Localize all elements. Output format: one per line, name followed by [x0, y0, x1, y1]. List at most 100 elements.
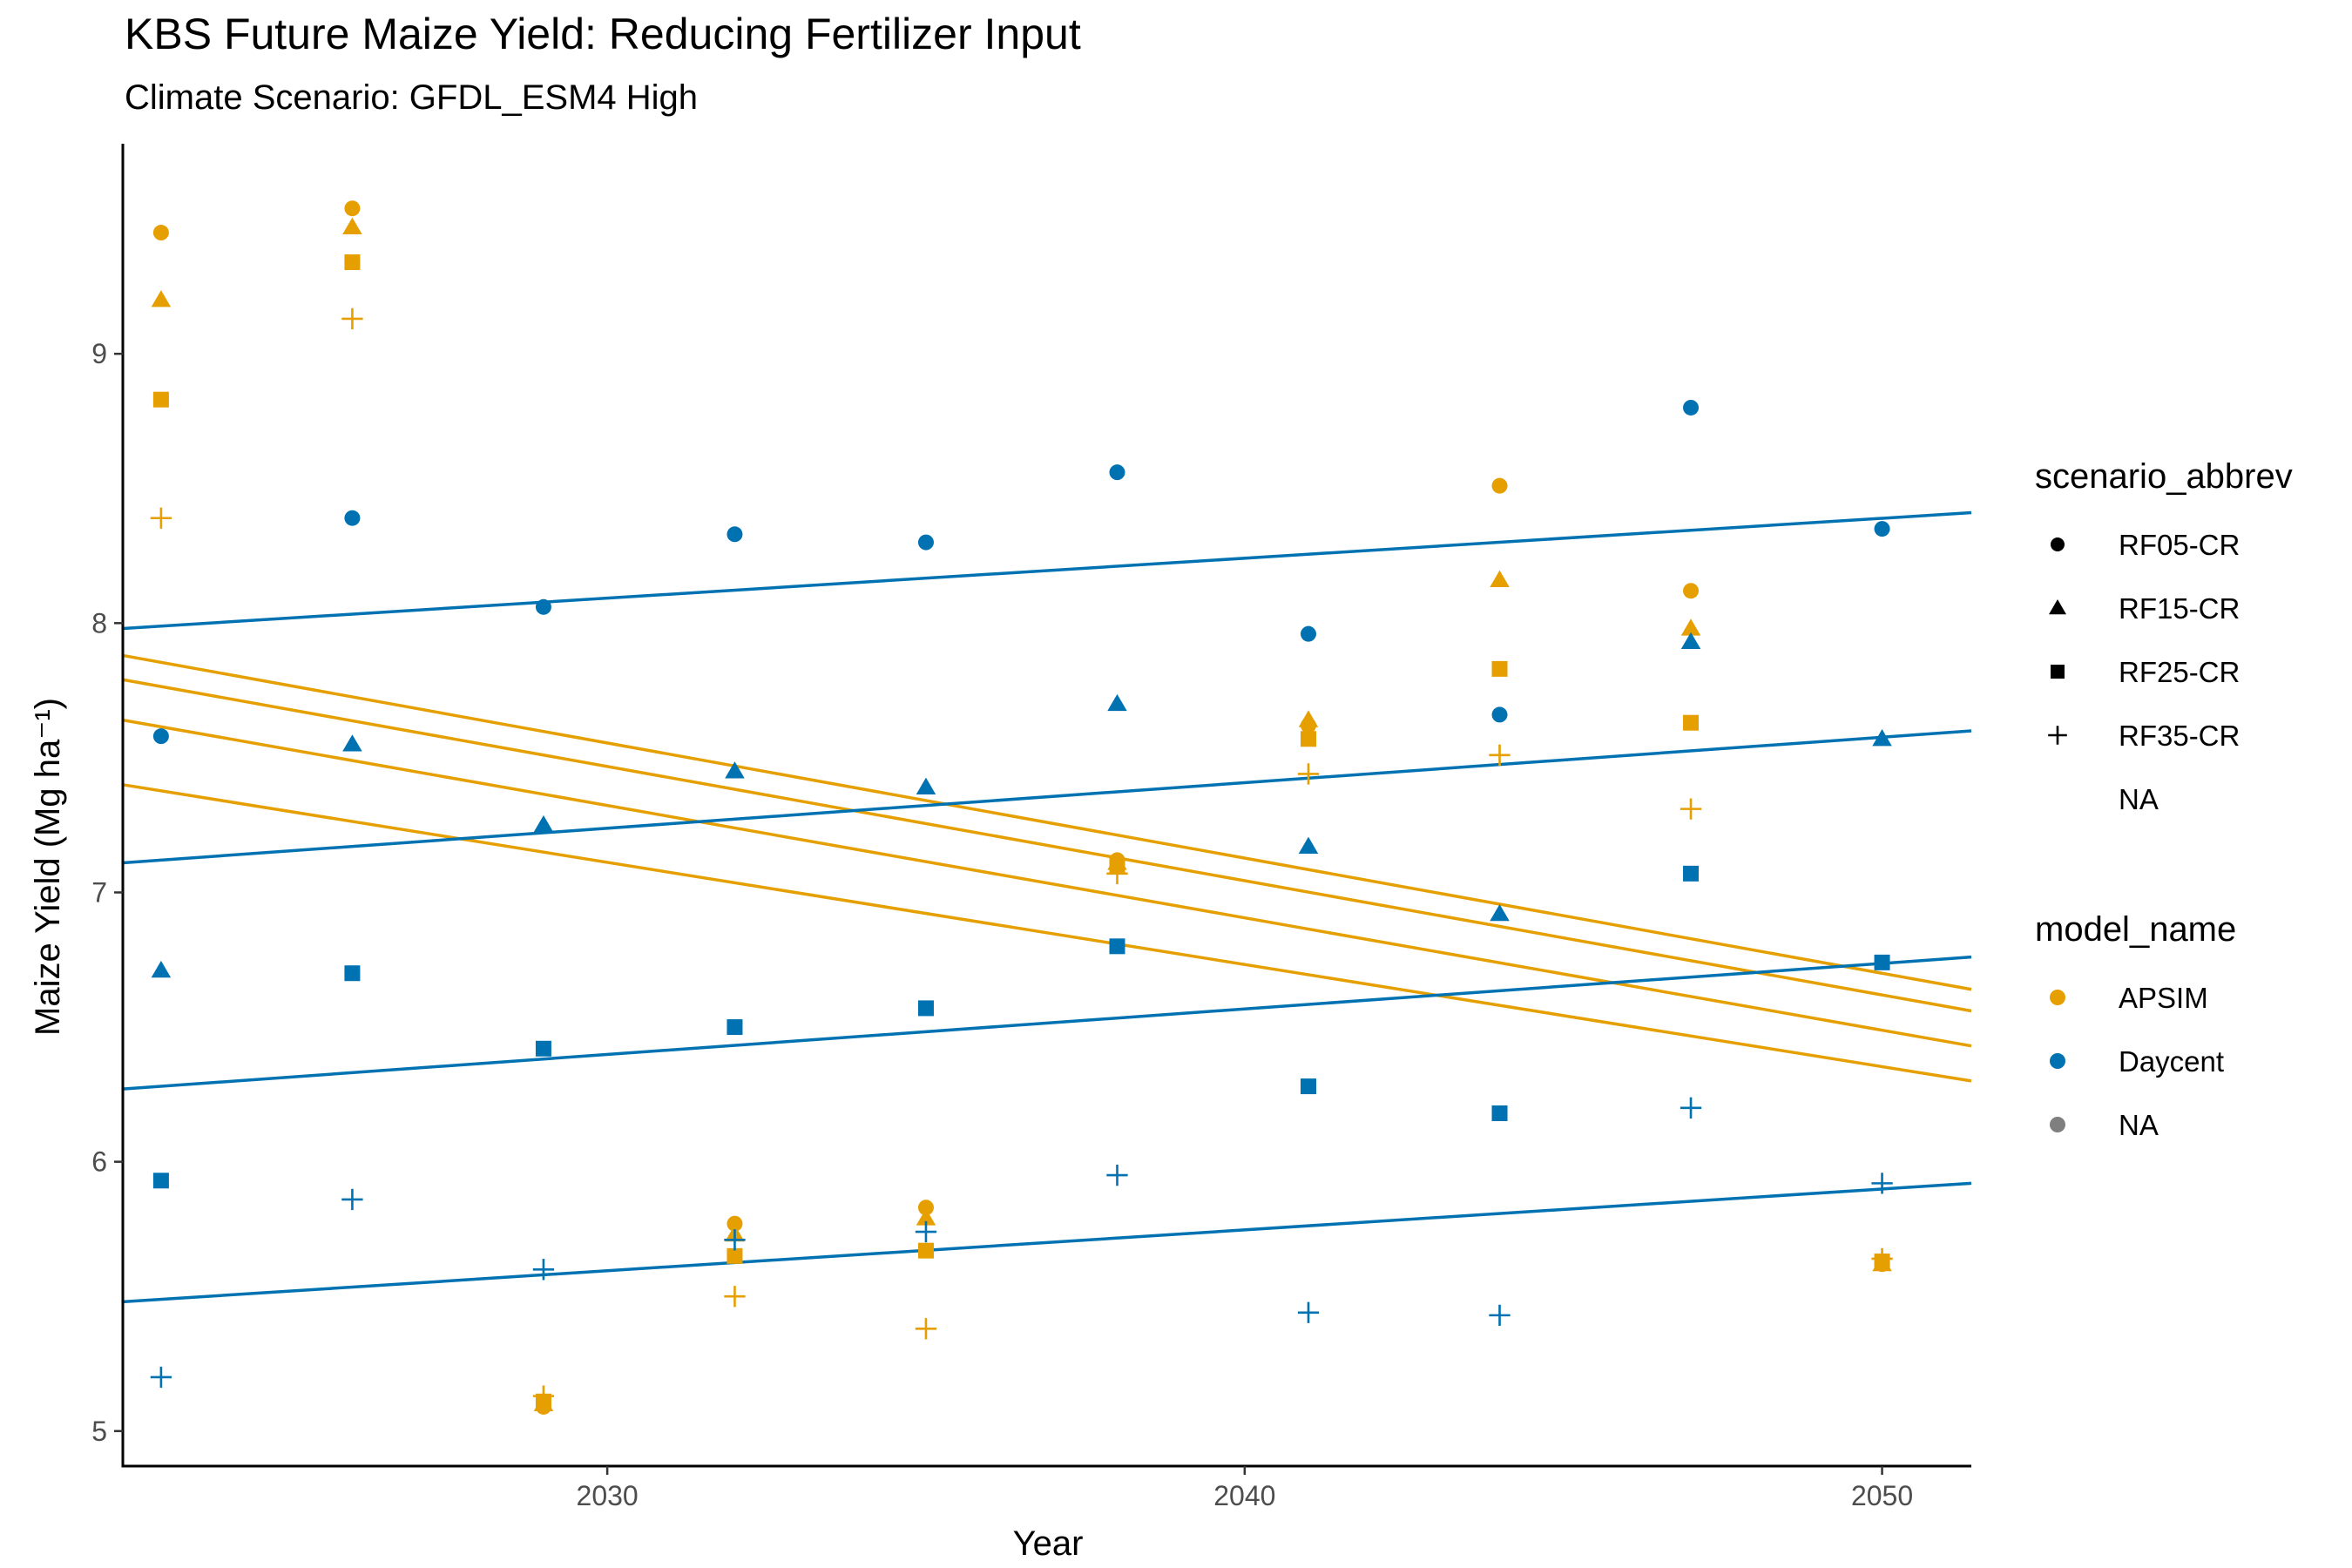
chart-title: KBS Future Maize Yield: Reducing Fertili… [125, 10, 1081, 58]
data-point-apsim-rf35-cr [1297, 763, 1320, 785]
chart-subtitle: Climate Scenario: GFDL_ESM4 High [125, 78, 699, 117]
data-point-daycent-rf05-cr [1491, 706, 1508, 723]
trend-line-apsim-rf15-cr [122, 678, 1972, 1013]
legend-title-model: model_name [2035, 910, 2236, 949]
y-tick-label: 8 [91, 607, 107, 639]
data-point-apsim-rf25-cr [727, 1247, 743, 1264]
y-tick-label: 7 [91, 876, 107, 908]
legend-key-rf35-cr [2048, 726, 2067, 745]
legend-key-apsim [2050, 990, 2065, 1005]
data-point-apsim-rf15-cr [1490, 570, 1510, 587]
data-point-apsim-rf35-cr [532, 1385, 555, 1407]
data-point-daycent-rf15-cr [1872, 729, 1892, 747]
x-tick-label: 2030 [577, 1480, 639, 1511]
legend-key-rf25-cr [2051, 665, 2065, 679]
data-point-daycent-rf25-cr [535, 1040, 551, 1057]
data-point-daycent-rf25-cr [727, 1019, 743, 1036]
legend-key-na [2050, 1117, 2065, 1132]
legend-label-na: NA [2119, 783, 2159, 815]
data-point-daycent-rf15-cr [151, 960, 172, 978]
data-point-daycent-rf35-cr [1680, 1097, 1702, 1119]
legend-label-apsim: APSIM [2119, 982, 2208, 1014]
y-tick-label: 9 [91, 338, 107, 369]
data-point-daycent-rf05-cr [152, 728, 169, 745]
y-axis-ticks: 5 6 7 8 9 [91, 338, 123, 1447]
trend-line-daycent-rf35-cr [122, 1181, 1972, 1304]
data-point-daycent-rf25-cr [1491, 1105, 1508, 1121]
trend-lines [122, 510, 1972, 1304]
data-point-apsim-rf05-cr [1683, 583, 1700, 599]
legend-title-scenario: scenario_abbrev [2035, 457, 2293, 496]
data-point-daycent-rf05-cr [1109, 464, 1125, 481]
data-point-apsim-rf15-cr [916, 1208, 936, 1226]
data-point-daycent-rf25-cr [152, 1173, 169, 1189]
data-point-apsim-rf15-cr [1298, 710, 1319, 727]
data-point-daycent-rf25-cr [1683, 865, 1700, 882]
legend-label-rf05-cr: RF05-CR [2119, 529, 2240, 561]
y-tick-label: 6 [91, 1146, 107, 1178]
data-point-daycent-rf05-cr [1301, 625, 1317, 642]
data-point-apsim-rf25-cr [152, 391, 169, 408]
data-point-apsim-rf25-cr [344, 254, 361, 271]
data-point-daycent-rf05-cr [727, 526, 743, 543]
data-point-apsim-rf15-cr [342, 217, 362, 234]
data-point-daycent-rf15-cr [1490, 903, 1510, 922]
x-tick-label: 2050 [1851, 1480, 1913, 1511]
trend-line-daycent-rf05-cr [122, 510, 1972, 631]
data-point-daycent-rf15-cr [916, 777, 936, 795]
data-point-daycent-rf35-cr [1871, 1173, 1893, 1194]
data-point-daycent-rf05-cr [917, 534, 934, 551]
data-point-daycent-rf05-cr [1874, 521, 1890, 537]
data-point-daycent-rf35-cr [724, 1229, 746, 1251]
legend: scenario_abbrev model_name RF05-CR RF15-C… [2035, 457, 2293, 1141]
data-point-apsim-rf05-cr [1491, 477, 1508, 494]
data-point-daycent-rf35-cr [532, 1259, 555, 1281]
x-axis-ticks: 2030 2040 2050 [577, 1466, 1913, 1511]
data-point-daycent-rf35-cr [1489, 1304, 1511, 1327]
data-point-apsim-rf35-cr [1680, 798, 1702, 820]
legend-label-rf25-cr: RF25-CR [2119, 656, 2240, 688]
data-point-daycent-rf15-cr [725, 761, 745, 779]
data-point-apsim-rf35-cr [1871, 1247, 1893, 1270]
data-point-apsim-rf05-cr [917, 1200, 934, 1216]
data-point-apsim-rf35-cr [724, 1286, 746, 1308]
legend-label-rf15-cr: RF15-CR [2119, 592, 2240, 625]
data-point-apsim-rf25-cr [1301, 731, 1317, 747]
data-point-apsim-rf25-cr [1491, 660, 1508, 677]
trend-line-apsim-rf35-cr [122, 783, 1972, 1083]
legend-key-daycent [2050, 1053, 2065, 1069]
data-point-apsim-rf15-cr [1680, 618, 1701, 636]
data-point-daycent-rf25-cr [1301, 1078, 1317, 1095]
data-point-daycent-rf15-cr [1680, 632, 1701, 650]
data-point-apsim-rf05-cr [152, 225, 169, 241]
data-point-daycent-rf35-cr [150, 1366, 172, 1389]
x-axis-title: Year [1013, 1524, 1084, 1563]
data-point-apsim-rf35-cr [1106, 862, 1128, 884]
data-point-daycent-rf05-cr [535, 598, 551, 615]
data-point-daycent-rf35-cr [1297, 1301, 1320, 1323]
data-point-apsim-rf25-cr [1683, 714, 1700, 731]
data-point-daycent-rf05-cr [1683, 399, 1700, 416]
trend-line-daycent-rf25-cr [122, 955, 1972, 1091]
data-points [150, 200, 1893, 1415]
data-point-daycent-rf05-cr [344, 510, 361, 526]
legend-label-rf35-cr: RF35-CR [2119, 720, 2240, 752]
data-point-apsim-rf05-cr [344, 200, 361, 217]
data-point-apsim-rf35-cr [341, 308, 363, 330]
data-point-daycent-rf35-cr [915, 1220, 937, 1243]
data-point-daycent-rf25-cr [1874, 954, 1890, 970]
data-point-daycent-rf15-cr [1298, 836, 1319, 855]
legend-key-rf05-cr [2051, 537, 2065, 551]
data-point-apsim-rf25-cr [917, 1242, 934, 1259]
data-point-apsim-rf05-cr [727, 1215, 743, 1232]
data-point-apsim-rf35-cr [1489, 744, 1511, 766]
y-axis-title: Maize Yield (Mg ha⁻¹) [29, 698, 67, 1036]
legend-label-na: NA [2119, 1109, 2159, 1141]
data-point-apsim-rf35-cr [150, 507, 172, 529]
legend-key-rf15-cr [2049, 599, 2066, 615]
data-point-daycent-rf15-cr [342, 734, 362, 752]
trend-line-apsim-rf05-cr [122, 653, 1972, 991]
data-point-daycent-rf35-cr [1106, 1164, 1128, 1186]
data-point-daycent-rf25-cr [917, 1000, 934, 1017]
